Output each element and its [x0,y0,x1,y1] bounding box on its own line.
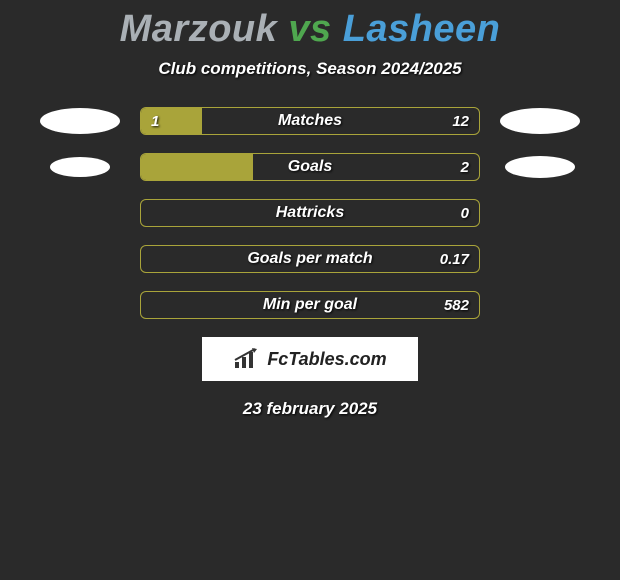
stat-label: Hattricks [141,200,479,226]
bar-fill-left [141,154,253,180]
stat-label: Min per goal [141,292,479,318]
team-badge-right [505,156,575,178]
stat-bar: 582Min per goal [140,291,480,319]
stat-bar: 2Goals [140,153,480,181]
footer-logo-text: FcTables.com [267,349,386,370]
stat-bar: 112Matches [140,107,480,135]
footer-logo[interactable]: FcTables.com [202,337,418,381]
footer-date: 23 february 2025 [0,399,620,419]
subtitle: Club competitions, Season 2024/2025 [0,59,620,79]
stat-row: 0.17Goals per match [0,245,620,273]
stat-bar: 0.17Goals per match [140,245,480,273]
player2-name: Lasheen [343,8,501,50]
stat-row: 582Min per goal [0,291,620,319]
stat-value-right: 0 [461,200,469,226]
stat-value-right: 0.17 [440,246,469,272]
bars-icon [233,348,261,370]
stat-value-right: 2 [461,154,469,180]
stat-bar: 0Hattricks [140,199,480,227]
stat-value-right: 12 [452,108,469,134]
team-badge-left [40,108,120,134]
vs-text: vs [288,8,331,50]
bar-fill-left [141,108,202,134]
stat-row: 2Goals [0,153,620,181]
stat-label: Goals per match [141,246,479,272]
comparison-title: Marzouk vs Lasheen [0,0,620,51]
player1-name: Marzouk [120,8,278,50]
team-badge-right [500,108,580,134]
team-badge-left [50,157,110,177]
stat-row: 0Hattricks [0,199,620,227]
stat-value-right: 582 [444,292,469,318]
stats-rows: 112Matches 2Goals 0Hattricks 0.17Goals per … [0,107,620,319]
stat-row: 112Matches [0,107,620,135]
